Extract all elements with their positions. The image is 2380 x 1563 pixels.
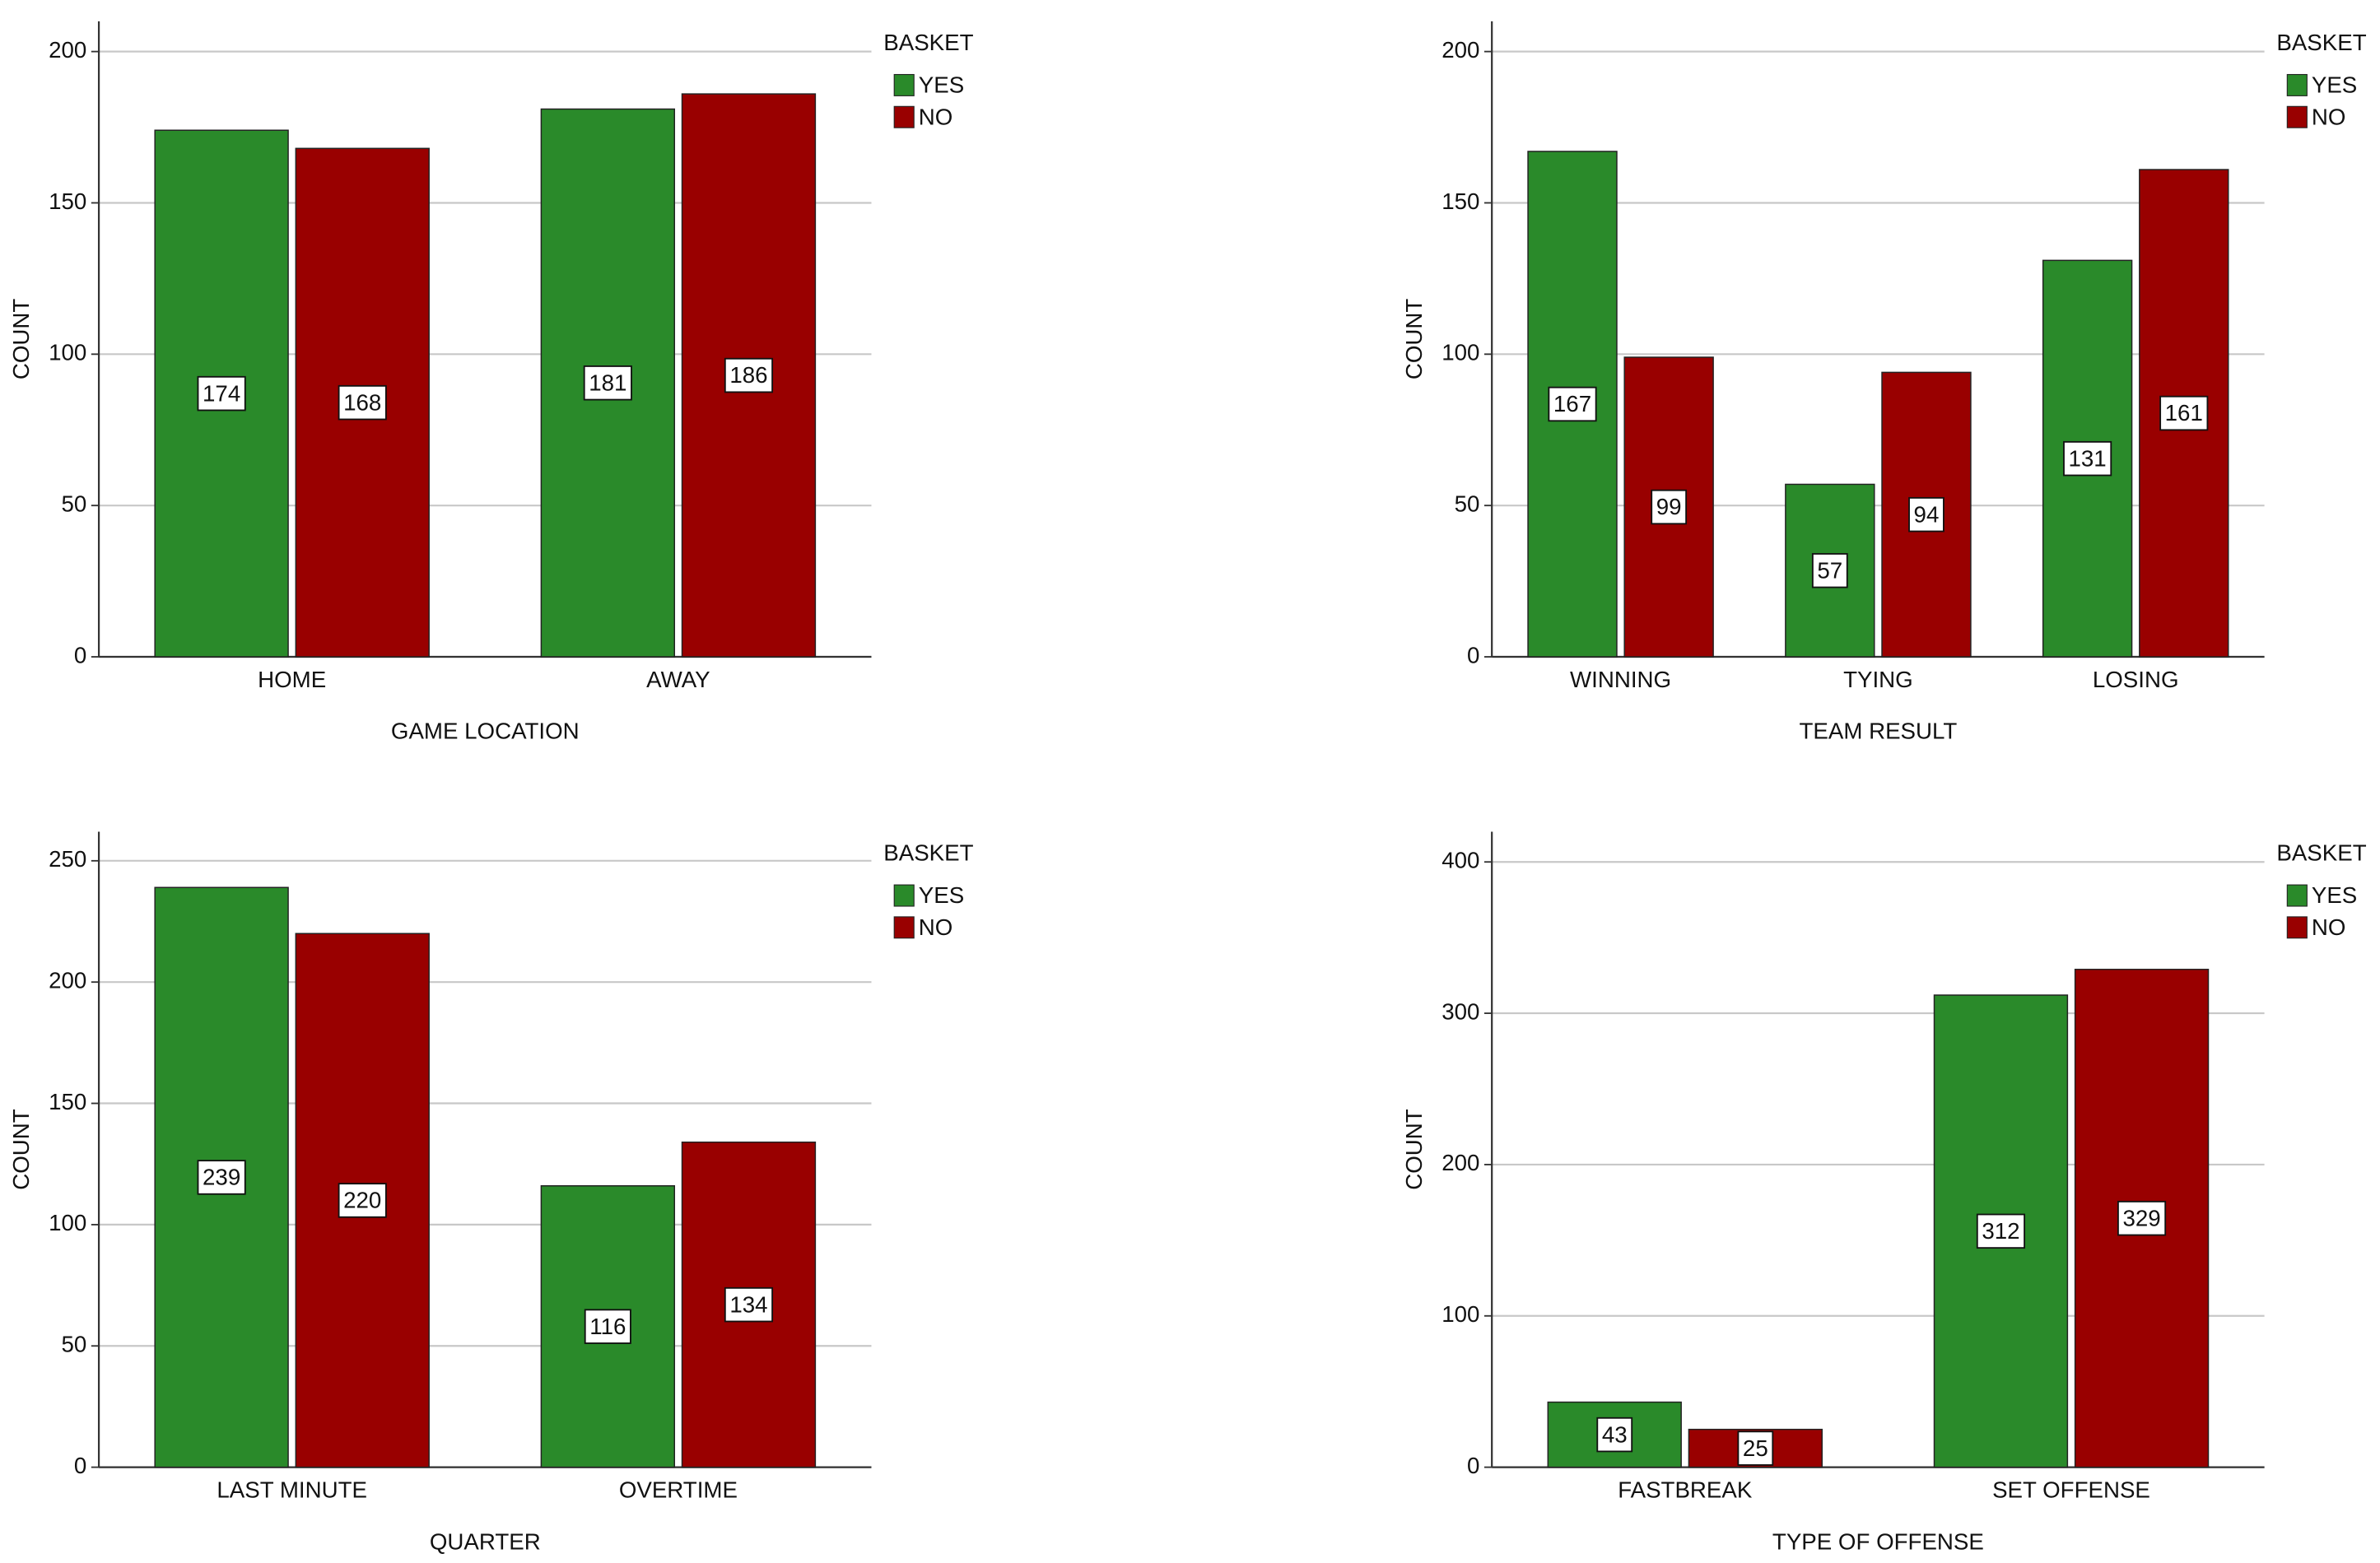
- x-tick-label: HOME: [258, 667, 326, 692]
- value-label-box: [338, 384, 387, 421]
- y-tick-label: 300: [1442, 998, 1479, 1024]
- value-label: 116: [589, 1314, 626, 1339]
- y-tick-label: 200: [49, 967, 86, 993]
- legend-swatch: [893, 884, 915, 907]
- x-axis-title: TEAM RESULT: [1799, 719, 1957, 744]
- x-axis-title: QUARTER: [430, 1528, 541, 1554]
- value-label-box: [1976, 1213, 2026, 1249]
- value-label: 220: [343, 1188, 381, 1213]
- legend-swatch: [2286, 916, 2308, 939]
- value-label: 161: [2165, 400, 2203, 426]
- value-label: 312: [1982, 1218, 2019, 1244]
- value-label-box: [197, 375, 246, 412]
- legend-label: YES: [2312, 882, 2357, 908]
- legend-swatch: [2286, 884, 2308, 907]
- y-tick-label: 0: [1467, 642, 1479, 668]
- value-label-box: [2063, 440, 2112, 477]
- value-label: 57: [1817, 557, 1842, 583]
- legend-label: YES: [2312, 72, 2357, 98]
- value-label: 25: [1743, 1435, 1768, 1461]
- y-tick-label: 100: [1442, 1301, 1479, 1327]
- value-label-box: [197, 1160, 246, 1195]
- value-label: 94: [1914, 501, 1940, 527]
- legend-swatch: [2286, 73, 2308, 96]
- value-label-box: [1811, 552, 1848, 588]
- value-label: 174: [203, 380, 240, 406]
- y-axis-title: COUNT: [8, 1109, 34, 1190]
- value-label-box: [724, 1286, 774, 1323]
- y-tick-label: 200: [1442, 37, 1479, 63]
- y-tick-label: 100: [49, 1210, 86, 1235]
- legend-title: BASKET: [2276, 30, 2366, 55]
- value-label: 181: [589, 370, 626, 395]
- x-tick-label: FASTBREAK: [1618, 1477, 1753, 1502]
- value-label-box: [2159, 395, 2209, 431]
- y-tick-label: 150: [1442, 188, 1479, 214]
- x-tick-label: AWAY: [646, 667, 710, 692]
- y-tick-label: 0: [74, 1453, 86, 1478]
- value-label-box: [338, 1183, 387, 1218]
- value-label-box: [583, 365, 632, 401]
- y-tick-label: 50: [61, 1332, 86, 1357]
- bar: [295, 147, 430, 658]
- y-tick-label: 0: [74, 642, 86, 668]
- y-tick-label: 50: [1455, 491, 1480, 516]
- legend-swatch: [893, 73, 915, 96]
- value-label-box: [1596, 1416, 1633, 1453]
- x-tick-label: SET OFFENSE: [1992, 1477, 2150, 1502]
- legend-label: NO: [2312, 104, 2346, 129]
- x-tick-label: WINNING: [1570, 667, 1671, 692]
- y-tick-label: 100: [49, 340, 86, 365]
- y-tick-label: 150: [49, 188, 86, 214]
- value-label-box: [724, 357, 774, 393]
- x-tick-label: LAST MINUTE: [217, 1477, 367, 1502]
- legend-label: NO: [2312, 914, 2346, 940]
- y-tick-label: 0: [1467, 1453, 1479, 1478]
- value-label-box: [584, 1309, 631, 1344]
- legend-label: YES: [919, 72, 964, 98]
- x-axis-title: TYPE OF OFFENSE: [1772, 1528, 1984, 1554]
- x-axis-title: GAME LOCATION: [391, 719, 580, 744]
- y-tick-label: 250: [49, 846, 86, 872]
- y-tick-label: 200: [1442, 1150, 1479, 1175]
- value-label: 239: [203, 1165, 240, 1190]
- y-tick-label: 400: [1442, 848, 1479, 873]
- legend-swatch: [2286, 105, 2308, 128]
- legend-label: YES: [919, 882, 964, 908]
- y-tick-label: 150: [49, 1089, 86, 1114]
- legend-swatch: [893, 105, 915, 128]
- value-label-box: [1737, 1430, 1774, 1466]
- y-axis-title: COUNT: [1401, 1109, 1427, 1190]
- legend-label: NO: [919, 104, 953, 129]
- y-axis-title: COUNT: [8, 299, 34, 380]
- y-tick-label: 50: [61, 491, 86, 516]
- value-label-box: [1651, 489, 1688, 525]
- value-label-box: [1908, 496, 1945, 533]
- value-label-box: [2117, 1200, 2167, 1236]
- value-label: 167: [1553, 391, 1591, 416]
- value-label-box: [1548, 386, 1597, 422]
- value-label: 329: [2122, 1205, 2160, 1230]
- legend-title: BASKET: [2276, 840, 2366, 865]
- y-tick-label: 200: [49, 37, 86, 63]
- value-label: 99: [1656, 494, 1682, 519]
- y-tick-label: 100: [1442, 340, 1479, 365]
- legend-title: BASKET: [883, 840, 973, 865]
- y-axis-title: COUNT: [1401, 299, 1427, 380]
- value-label: 168: [343, 389, 381, 415]
- value-label: 43: [1602, 1421, 1628, 1447]
- value-label: 186: [729, 362, 767, 388]
- legend-swatch: [893, 916, 915, 939]
- legend-title: BASKET: [883, 30, 973, 55]
- value-label: 134: [729, 1291, 767, 1317]
- value-label: 131: [2069, 445, 2107, 471]
- x-tick-label: TYING: [1843, 667, 1913, 692]
- legend-label: NO: [919, 914, 953, 940]
- x-tick-label: LOSING: [2093, 667, 2179, 692]
- x-tick-label: OVERTIME: [619, 1477, 738, 1502]
